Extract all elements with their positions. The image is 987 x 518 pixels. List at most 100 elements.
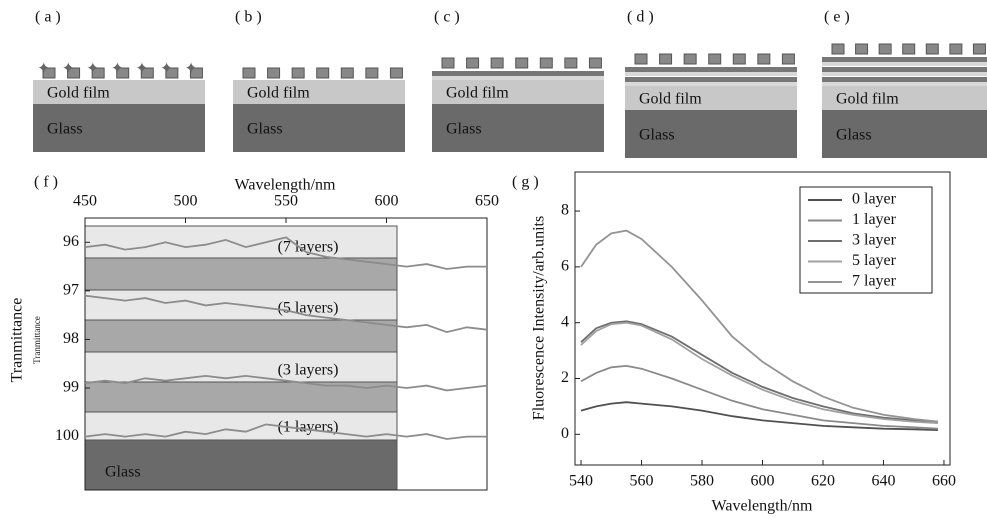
gold-label: Gold film [836,91,899,108]
star: ✦ [135,61,148,78]
annotation: (5 layers) [278,300,339,317]
annotation: Glass [105,464,141,481]
y-axis-title: Tranmittance [9,298,26,383]
panel-label: ( c ) [434,9,460,26]
star: ✦ [160,61,173,78]
glass-label: Glass [639,127,675,144]
x-tick-label: 500 [174,193,198,210]
particle [268,68,280,78]
y-axis-subtitle: Tranmittance [32,316,42,364]
glass-label: Glass [47,121,83,138]
annotation: (3 layers) [278,362,339,379]
panel-label: ( a ) [35,9,61,26]
particle [903,44,915,54]
gold-label: Gold film [247,85,310,102]
x-tick-label: 580 [690,473,714,490]
stripe-dark [432,71,604,76]
y-tick-label: 100 [55,427,79,444]
x-tick-label: 560 [630,473,654,490]
particle [926,44,938,54]
series-line [581,321,938,421]
particle [733,54,745,64]
layer-dark [85,258,397,290]
panel-label: ( d ) [627,9,654,26]
x-tick-label: 600 [375,193,399,210]
stripe-dark [625,77,797,82]
x-tick-label: 600 [751,473,775,490]
x-tick-label: 640 [871,473,895,490]
gold-label: Gold film [639,91,702,108]
particle [540,58,552,68]
y-tick-label: 4 [561,313,569,330]
y-tick-label: 0 [561,425,569,442]
x-tick-label: 660 [932,473,956,490]
x-tick-label: 620 [811,473,835,490]
particle [709,54,721,64]
star: ✦ [62,61,75,78]
particle [366,68,378,78]
y-axis-title: Fluorescence Intensity/arb.units [531,216,548,420]
stripe-dark [625,67,797,72]
stripe-light [625,82,797,86]
y-tick-label: 2 [561,369,569,386]
legend-label: 7 layer [852,273,897,290]
particle [832,44,844,54]
particle [390,68,402,78]
legend-label: 3 layer [852,232,897,249]
x-axis-title: Wavelength/nm [712,498,813,515]
y-tick-label: 8 [561,202,569,219]
panel-label: ( f ) [34,174,58,191]
legend-label: 5 layer [852,252,897,269]
legend-label: 0 layer [852,191,897,208]
glass-label: Glass [446,121,482,138]
particle [491,58,503,68]
star: ✦ [184,61,197,78]
particle [317,68,329,78]
star: ✦ [37,61,50,78]
particle [973,44,985,54]
stripe-light [822,82,987,86]
particle [879,44,891,54]
particle [516,58,528,68]
x-tick-label: 550 [274,193,298,210]
particle [243,68,255,78]
particle [758,54,770,64]
stripe-dark [822,57,987,62]
y-tick-label: 98 [63,330,79,347]
x-tick-label: 540 [569,473,593,490]
panel-label: ( e ) [824,9,850,26]
particle [950,44,962,54]
y-tick-label: 99 [63,379,79,396]
layer-stack [85,226,397,490]
gold-label: Gold film [47,85,110,102]
stripe-light [822,62,987,66]
panel-label: ( b ) [235,9,262,26]
stripe-light [822,72,987,76]
particle [442,58,454,68]
legend-label: 1 layer [852,211,897,228]
y-tick-label: 96 [63,233,79,250]
layer-light [85,226,397,258]
stripe-dark [822,67,987,72]
particle [635,54,647,64]
figure: ( a ) Gold film Glass ✦ ✦ ✦ ✦ ✦ ✦ ✦ ( b ) Gold film… [0,0,987,518]
stripe-dark [822,77,987,82]
particle [782,54,794,64]
stripe-light [625,72,797,76]
y-tick-label: 97 [63,282,79,299]
star: ✦ [86,61,99,78]
stripe-light [432,76,604,80]
glass-label: Glass [247,121,283,138]
particle [660,54,672,64]
particle [684,54,696,64]
y-tick-label: 6 [561,258,569,275]
gold-label: Gold film [446,85,509,102]
star: ✦ [111,61,124,78]
panel-label: ( g ) [512,174,539,191]
particle [589,58,601,68]
layer-dark [85,320,397,352]
particle [292,68,304,78]
particle [856,44,868,54]
x-axis-title: Wavelength/nm [235,177,336,194]
layer-light [85,352,397,382]
